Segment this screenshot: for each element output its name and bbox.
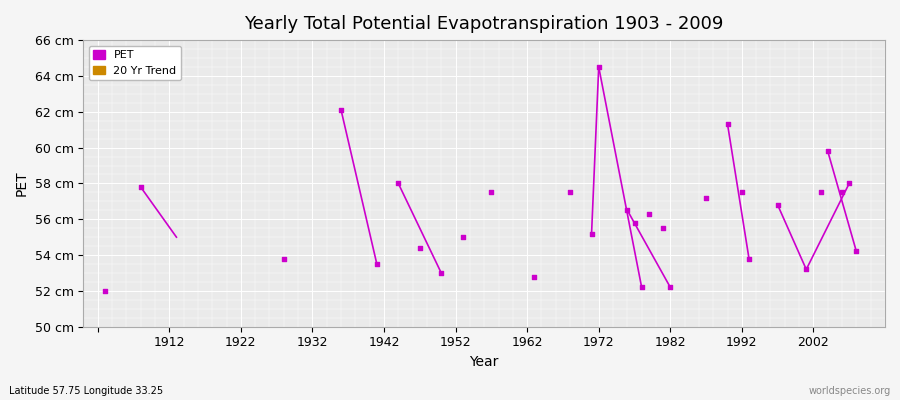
Point [455, 234, 470, 240]
Point [620, 207, 634, 214]
Point [484, 189, 499, 196]
Point [584, 230, 598, 237]
Point [799, 266, 814, 273]
Point [656, 225, 670, 231]
Title: Yearly Total Potential Evapotranspiration 1903 - 2009: Yearly Total Potential Evapotranspiratio… [245, 15, 724, 33]
Point [835, 189, 850, 196]
Point [98, 288, 112, 294]
Point [663, 284, 678, 290]
Point [842, 180, 857, 187]
Point [699, 194, 714, 201]
Point [850, 248, 864, 255]
Point [133, 184, 148, 190]
Point [276, 256, 291, 262]
Point [634, 284, 649, 290]
Point [720, 121, 734, 128]
Point [562, 189, 577, 196]
Text: Latitude 57.75 Longitude 33.25: Latitude 57.75 Longitude 33.25 [9, 386, 163, 396]
Point [370, 261, 384, 267]
Point [814, 189, 828, 196]
Point [527, 273, 542, 280]
X-axis label: Year: Year [470, 355, 499, 369]
Point [627, 220, 642, 226]
Point [334, 107, 348, 113]
Y-axis label: PET: PET [15, 171, 29, 196]
Text: worldspecies.org: worldspecies.org [809, 386, 891, 396]
Point [821, 148, 835, 154]
Point [412, 245, 427, 251]
Legend: PET, 20 Yr Trend: PET, 20 Yr Trend [89, 46, 181, 80]
Point [642, 211, 656, 217]
Point [392, 180, 406, 187]
Point [434, 270, 448, 276]
Point [591, 64, 606, 70]
Point [742, 256, 756, 262]
Point [734, 189, 749, 196]
Point [770, 202, 785, 208]
